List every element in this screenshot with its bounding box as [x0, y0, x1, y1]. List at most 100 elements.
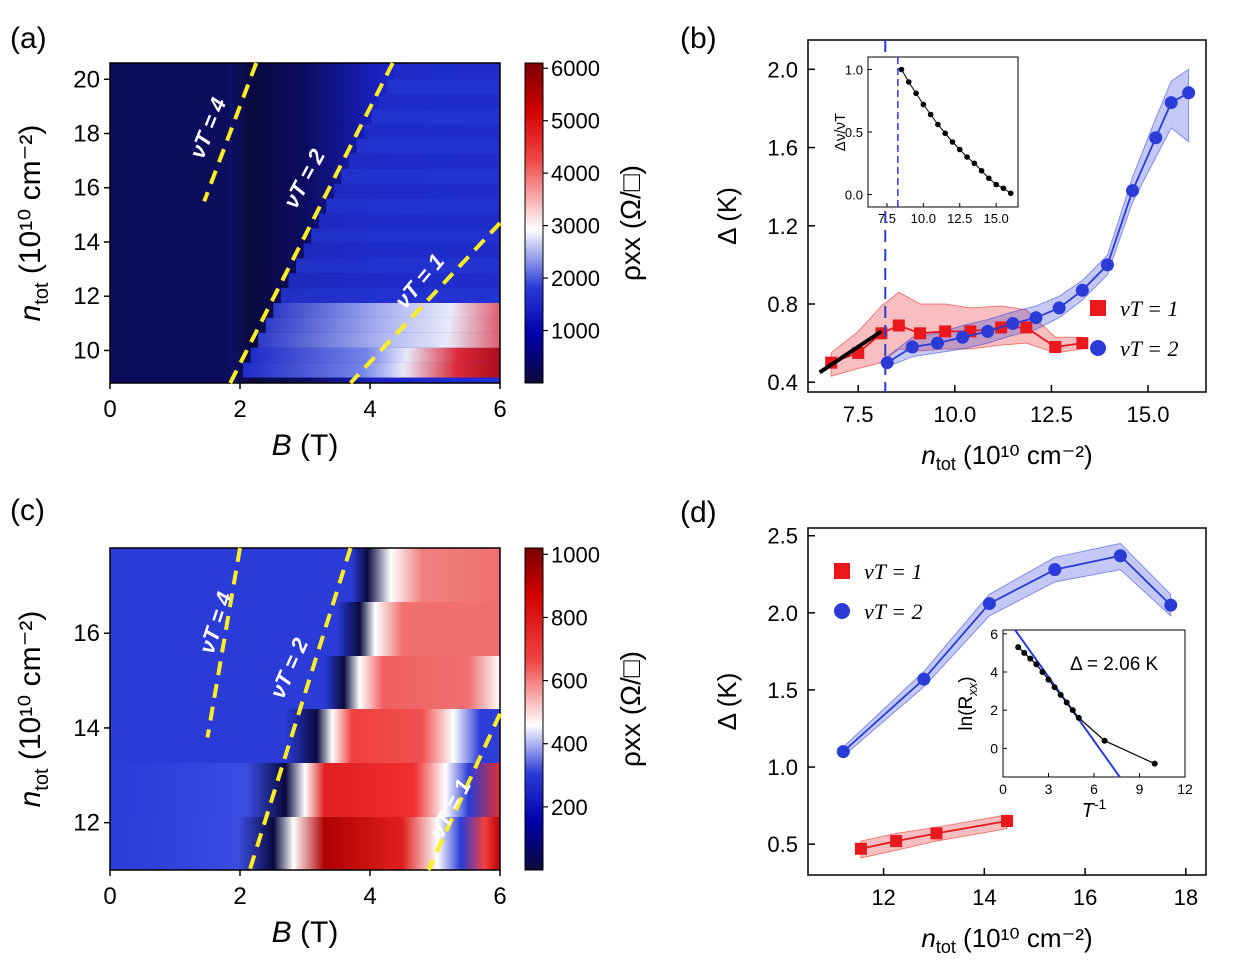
- b-point-square: [1020, 321, 1033, 334]
- d-ytick-label: 2.5: [767, 524, 798, 549]
- b-inset-point: [978, 167, 985, 174]
- a-filling-line: [349, 221, 502, 385]
- a-cbar-tick-label: 3000: [551, 214, 600, 239]
- b-inset-point: [913, 90, 919, 97]
- d-inset-ytick-label: 6: [990, 626, 998, 642]
- b-inset-line: [901, 69, 1012, 194]
- d-inset-point: [1045, 676, 1052, 683]
- b-ytick-label: 1.2: [767, 214, 798, 239]
- a-xtick-label: 6: [493, 396, 506, 423]
- d-inset-xtick-label: 3: [1045, 781, 1053, 797]
- d-legend-marker: [834, 563, 850, 579]
- c-cbar-tick-label: 600: [551, 669, 588, 694]
- b-inset-point: [905, 79, 912, 85]
- b-inset-point: [1007, 190, 1014, 197]
- b-point-circle: [956, 330, 970, 344]
- b-point-circle: [1182, 86, 1196, 100]
- b-ylabel: Δ (K): [712, 187, 742, 245]
- d-point-circle: [1113, 549, 1127, 563]
- b-inset-point: [942, 130, 948, 137]
- c-cbar-tick-label: 200: [551, 795, 588, 820]
- d-band: [842, 542, 1172, 758]
- d-inset-point: [1069, 707, 1076, 714]
- b-legend-label: νT = 2: [1120, 336, 1178, 361]
- b-legend-marker: [1090, 300, 1106, 316]
- a-ytick-label: 18: [73, 121, 100, 148]
- a-filling-line: [202, 62, 259, 203]
- a-cbar-tick-label: 2000: [551, 266, 600, 291]
- b-point-square: [1049, 341, 1062, 354]
- c-ytick-label: 14: [73, 715, 100, 742]
- b-xtick-label: 7.5: [843, 402, 874, 427]
- d-ylabel: Δ (K): [712, 673, 742, 731]
- d-inset-point: [1021, 649, 1028, 656]
- d-inset-point: [1051, 684, 1058, 691]
- a-ytick-label: 14: [73, 229, 100, 256]
- d-inset-point: [1101, 737, 1108, 744]
- b-inset-xtick-label: 15.0: [983, 211, 1008, 226]
- b-inset-xtick-label: 7.5: [878, 211, 896, 226]
- b-xtick-label: 12.5: [1030, 402, 1073, 427]
- a-cbar-tick-label: 1000: [551, 319, 600, 344]
- c-ytick-label: 16: [73, 620, 100, 647]
- d-point-circle: [1164, 598, 1178, 612]
- d-legend-label: νT = 2: [864, 599, 922, 624]
- b-xtick-label: 15.0: [1127, 402, 1170, 427]
- b-point-circle: [880, 356, 894, 370]
- b-inset-point: [986, 175, 992, 182]
- d-inset-xtick-label: 9: [1136, 781, 1144, 797]
- d-point-circle: [917, 672, 931, 686]
- a-xlabel: B (T): [272, 429, 339, 462]
- panel-b: (b) 7.5 10.0 12.5 15.0 0.4 0.8 1.2 1.6 2.0 ntot (…: [680, 22, 1207, 474]
- b-legend-label: νT = 1: [1120, 296, 1178, 321]
- b-xtick-label: 10.0: [933, 402, 976, 427]
- b-inset-ytick-label: 0.5: [845, 125, 863, 140]
- d-series-line: [842, 554, 1172, 753]
- c-ytick-label: 12: [73, 810, 100, 837]
- b-ytick-label: 1.6: [767, 136, 798, 161]
- d-point-square: [930, 827, 943, 840]
- b-point-circle: [1052, 301, 1066, 315]
- a-ytick-label: 20: [73, 66, 100, 93]
- b-point-square: [914, 327, 927, 340]
- b-point-circle: [1029, 311, 1043, 325]
- b-inset-ytick-label: 1.0: [845, 63, 863, 78]
- d-inset-point: [1151, 760, 1158, 767]
- d-xtick-label: 18: [1174, 885, 1198, 910]
- a-cbar-tick-label: 4000: [551, 161, 600, 186]
- d-ytick-label: 1.0: [767, 755, 798, 780]
- a-ytick-label: 16: [73, 175, 100, 202]
- d-legend-label: νT = 1: [864, 559, 922, 584]
- a-xtick-label: 0: [103, 396, 116, 423]
- panel-a-label: (a): [10, 22, 47, 55]
- b-inset-ylabel: Δν/νT: [832, 113, 849, 151]
- c-xtick-label: 4: [363, 883, 376, 910]
- b-point-circle: [1006, 317, 1020, 331]
- b-fit-line: [818, 329, 883, 375]
- d-point-square: [1001, 815, 1013, 828]
- b-point-circle: [1126, 184, 1140, 198]
- d-inset-ytick-label: 0: [990, 740, 998, 756]
- b-point-circle: [981, 324, 995, 338]
- d-inset-point: [1075, 714, 1082, 721]
- d-inset-ytick-label: 4: [990, 664, 998, 680]
- a-xtick-label: 4: [363, 396, 376, 423]
- d-point-circle: [836, 745, 850, 759]
- c-cbar-tick-label: 1000: [551, 542, 600, 567]
- b-point-circle: [930, 336, 944, 350]
- b-inset-ytick-label: 0.0: [845, 188, 863, 203]
- d-point-square: [854, 842, 867, 855]
- b-point-circle: [1164, 96, 1178, 110]
- panel-a: (a) νT = 4νT = 2νT = 1 0 2 4 6101214161820B…: [10, 22, 646, 462]
- d-inset-point: [1063, 699, 1070, 706]
- b-point-circle: [1075, 283, 1089, 297]
- panel-d-label: (d): [680, 496, 717, 529]
- b-inset-xtick-label: 10.0: [911, 211, 936, 226]
- d-point-square: [890, 835, 903, 848]
- a-ytick-label: 10: [73, 337, 100, 364]
- b-inset-xtick-label: 12.5: [947, 211, 972, 226]
- d-series-line: [860, 820, 1008, 850]
- d-inset-ylabel: ln(Rxx): [956, 676, 980, 730]
- heatmap-a: [110, 63, 500, 383]
